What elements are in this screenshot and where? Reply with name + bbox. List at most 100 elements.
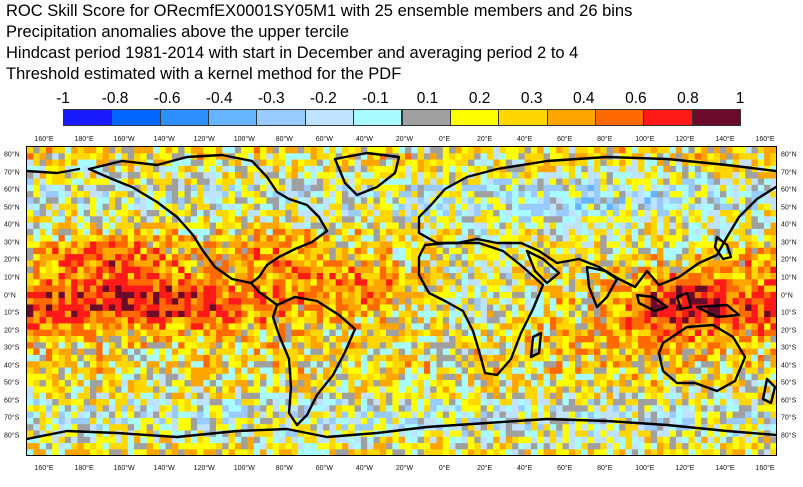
coastline bbox=[529, 331, 543, 359]
legend-label: -1 bbox=[56, 90, 70, 107]
coastline bbox=[271, 295, 357, 427]
coastline bbox=[635, 291, 741, 319]
latitude-tick: 40°S bbox=[781, 362, 797, 370]
latitude-tick: 80°N bbox=[4, 151, 20, 159]
legend-swatch bbox=[594, 109, 645, 126]
legend-swatch bbox=[159, 109, 210, 126]
longitude-tick: 60°E bbox=[557, 136, 573, 143]
longitude-tick: 60°W bbox=[315, 136, 333, 143]
latitude-tick: 20°N bbox=[4, 256, 20, 264]
longitude-tick: 140°E bbox=[715, 465, 735, 472]
latitude-tick: 0°N bbox=[4, 292, 16, 299]
latitude-tick: 10°S bbox=[781, 309, 797, 317]
legend-swatch bbox=[691, 109, 741, 126]
latitude-tick: 0°N bbox=[781, 292, 793, 299]
latitude-tick: 10°N bbox=[4, 274, 20, 282]
latitude-tick: 10°N bbox=[781, 274, 797, 282]
skill-score-map bbox=[27, 147, 776, 455]
latitude-tick: 70°N bbox=[781, 169, 797, 177]
longitude-tick: 160°E bbox=[34, 465, 54, 472]
latitude-tick: 80°N bbox=[781, 151, 797, 159]
latitude-tick: 60°S bbox=[781, 397, 797, 405]
longitude-tick: 120°E bbox=[675, 465, 695, 472]
longitude-tick: 160°W bbox=[113, 465, 135, 472]
longitude-tick: 80°W bbox=[275, 465, 293, 472]
coastline bbox=[249, 281, 279, 307]
longitude-tick: 140°W bbox=[153, 136, 175, 143]
longitude-tick: 120°W bbox=[193, 465, 215, 472]
longitude-tick: 20°W bbox=[395, 465, 414, 472]
longitude-tick: 80°E bbox=[597, 465, 613, 472]
title-line-3: Hindcast period 1981-2014 with start in … bbox=[6, 44, 579, 62]
longitude-tick: 60°W bbox=[315, 465, 333, 472]
longitude-tick: 180°E bbox=[74, 465, 94, 472]
longitude-tick: 40°E bbox=[517, 465, 533, 472]
latitude-tick: 30°S bbox=[781, 344, 797, 352]
legend-label: -0.1 bbox=[362, 90, 389, 107]
latitude-tick: 10°S bbox=[4, 309, 20, 317]
coastline bbox=[27, 417, 776, 441]
legend-swatch bbox=[304, 109, 355, 126]
latitude-tick: 80°S bbox=[781, 432, 797, 440]
coastline bbox=[417, 241, 545, 377]
legend-swatch bbox=[63, 109, 113, 126]
latitude-tick: 40°N bbox=[4, 221, 20, 229]
latitude-tick: 70°S bbox=[4, 414, 20, 422]
title-line-4: Threshold estimated with a kernel method… bbox=[6, 65, 402, 83]
legend-swatch bbox=[498, 109, 548, 126]
longitude-tick: 0°E bbox=[438, 465, 451, 472]
coastline bbox=[761, 377, 776, 405]
longitude-tick: 160°E bbox=[34, 136, 54, 143]
longitude-tick: 40°W bbox=[355, 465, 374, 472]
legend-label: 0.3 bbox=[520, 90, 543, 107]
longitude-tick: 80°W bbox=[275, 136, 293, 143]
longitude-tick: 60°E bbox=[557, 465, 573, 472]
legend-label: 0.6 bbox=[625, 90, 647, 107]
legend-swatch bbox=[111, 109, 161, 126]
latitude-tick: 40°N bbox=[781, 221, 797, 229]
legend-swatch bbox=[401, 109, 451, 126]
legend-swatch bbox=[643, 109, 693, 126]
longitude-tick: 100°E bbox=[635, 465, 655, 472]
latitude-tick: 20°N bbox=[781, 256, 797, 264]
longitude-tick: 140°W bbox=[153, 465, 175, 472]
longitude-tick: 100°W bbox=[233, 136, 255, 143]
latitude-tick: 20°S bbox=[4, 327, 20, 335]
latitude-tick: 70°S bbox=[781, 414, 797, 422]
longitude-tick: 100°W bbox=[233, 465, 255, 472]
latitude-tick: 80°S bbox=[4, 432, 20, 440]
latitude-tick: 50°S bbox=[4, 379, 20, 387]
legend-label: -0.8 bbox=[101, 90, 129, 107]
longitude-tick: 100°E bbox=[635, 136, 655, 143]
latitude-tick: 20°S bbox=[781, 327, 797, 335]
longitude-tick: 160°W bbox=[113, 136, 135, 143]
longitude-tick: 20°E bbox=[476, 465, 493, 472]
longitude-tick: 80°E bbox=[597, 136, 613, 143]
latitude-tick: 30°N bbox=[4, 239, 20, 247]
coastline bbox=[87, 153, 329, 285]
legend-label: 1 bbox=[735, 90, 745, 107]
legend-label: -0.4 bbox=[205, 90, 233, 107]
latitude-tick: 60°S bbox=[4, 397, 20, 405]
latitude-tick: 50°S bbox=[781, 379, 797, 387]
longitude-tick: 160°E bbox=[755, 465, 775, 472]
latitude-tick: 30°N bbox=[781, 239, 797, 247]
longitude-tick: 0°E bbox=[438, 136, 451, 143]
legend-swatch bbox=[256, 109, 306, 126]
longitude-tick: 20°E bbox=[476, 136, 493, 143]
coastlines bbox=[27, 151, 776, 441]
skill-grid bbox=[27, 147, 776, 455]
map-frame bbox=[26, 146, 777, 456]
longitude-tick: 40°E bbox=[517, 136, 533, 143]
legend-swatch bbox=[353, 109, 403, 126]
longitude-tick: 180°E bbox=[74, 136, 94, 143]
legend-swatch bbox=[449, 109, 500, 126]
coastline bbox=[333, 151, 401, 197]
latitude-tick: 30°S bbox=[4, 344, 20, 352]
coastline bbox=[657, 323, 747, 393]
latitude-tick: 40°S bbox=[4, 362, 20, 370]
legend-label: 0.2 bbox=[468, 90, 491, 107]
legend-label: -0.3 bbox=[257, 90, 285, 107]
coastline bbox=[585, 265, 619, 309]
longitude-tick: 20°W bbox=[395, 136, 414, 143]
